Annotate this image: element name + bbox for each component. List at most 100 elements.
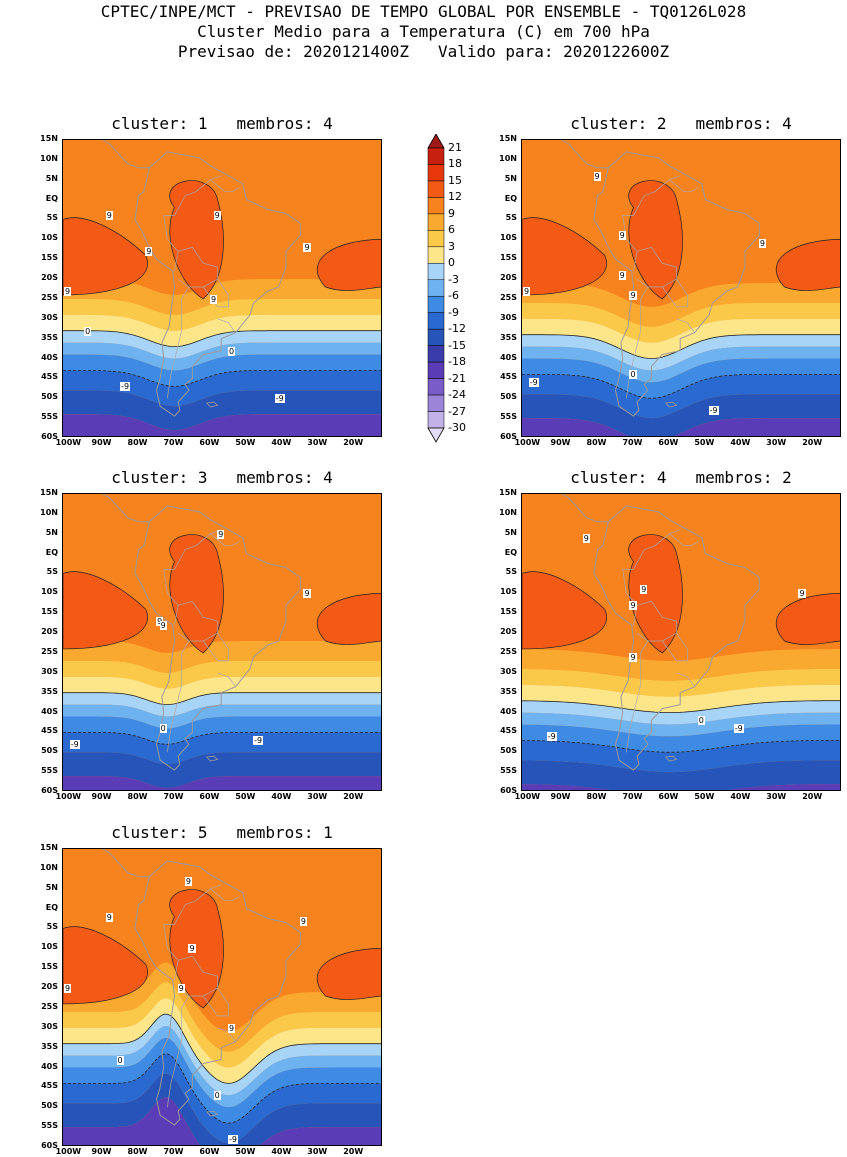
lon-tick-label: 40W <box>271 792 292 801</box>
colorbar-bottom-arrow <box>427 427 445 443</box>
contour-label: 9 <box>582 533 590 543</box>
lon-tick-label: 70W <box>163 438 184 447</box>
lon-tick-label: 30W <box>307 792 328 801</box>
contour-band <box>63 279 381 315</box>
colorbar-label: 6 <box>448 223 455 237</box>
warm-region-east <box>316 948 381 1000</box>
colorbar-swatch <box>427 378 445 396</box>
panel-title-2: cluster: 2 membros: 4 <box>570 114 792 133</box>
lon-tick-label: 50W <box>235 438 256 447</box>
lat-tick-label: 55S <box>41 766 58 776</box>
lon-tick-label: 80W <box>127 792 148 801</box>
lon-tick-label: 80W <box>586 438 607 447</box>
colorbar-label: 21 <box>448 141 462 154</box>
colorbar-label: 18 <box>448 157 462 171</box>
warm-region-west <box>63 217 148 296</box>
country-border <box>163 175 222 272</box>
contour-band <box>522 283 840 327</box>
lat-tick-label: 10S <box>500 587 517 597</box>
contour-band <box>522 684 840 713</box>
contour-label: 9 <box>64 286 72 296</box>
panel-title-1: cluster: 1 membros: 4 <box>111 114 333 133</box>
lat-tick-label: 40S <box>500 352 517 362</box>
temperature-field-1 <box>63 140 381 436</box>
lat-tick-label: 25S <box>500 646 517 656</box>
contour-label: 9 <box>798 589 806 599</box>
lat-tick-label: 40S <box>41 352 58 362</box>
lat-tick-label: 60S <box>41 1141 58 1150</box>
lat-tick-label: 45S <box>41 1081 58 1091</box>
contour-label: 9 <box>629 290 637 300</box>
lat-tick-label: 30S <box>500 312 517 322</box>
colorbar-label: -24 <box>448 388 466 402</box>
lon-tick-label: 70W <box>163 792 184 801</box>
country-border <box>210 533 240 547</box>
colorbar-swatch <box>427 147 445 165</box>
lat-tick-label: 30S <box>41 1021 58 1031</box>
colorbar-swatch <box>427 295 445 313</box>
contour-label: 9 <box>177 984 185 994</box>
contour-band <box>63 414 381 436</box>
lat-tick-label: EQ <box>45 193 58 203</box>
lat-tick-label: 50S <box>41 1101 58 1111</box>
contour-label: 9 <box>618 271 626 281</box>
contour-label: 9 <box>156 617 164 627</box>
colorbar-label: -3 <box>448 272 459 286</box>
contour-label: 0 <box>697 716 705 726</box>
contour-label: 9 <box>217 529 225 539</box>
contour-line-minus9 <box>522 373 840 399</box>
lat-tick-label: 50S <box>500 392 517 402</box>
lat-tick-label: 10S <box>41 587 58 597</box>
contour-label: 9 <box>64 984 72 994</box>
lon-tick-label: 40W <box>730 792 751 801</box>
colorbar-label: -12 <box>448 322 466 336</box>
lat-tick-label: 50S <box>500 746 517 756</box>
lat-tick-label: 35S <box>41 332 58 342</box>
lat-tick-label: 5S <box>46 567 58 577</box>
contour-label: 0 <box>116 1055 124 1065</box>
contour-band <box>522 668 840 697</box>
lat-tick-label: 15N <box>40 488 58 497</box>
lon-tick-label: 20W <box>343 438 364 447</box>
contour-label: 9 <box>227 1023 236 1033</box>
country-border <box>669 533 699 547</box>
colorbar-label: -18 <box>448 355 466 369</box>
colorbar-label: 3 <box>448 239 455 253</box>
country-border <box>177 246 218 288</box>
contour-label: -9 <box>546 732 557 742</box>
lon-tick-label: 90W <box>91 438 112 447</box>
contour-band <box>522 394 840 436</box>
country-border <box>676 672 695 687</box>
lon-tick-label: 80W <box>586 792 607 801</box>
falklands-outline <box>664 755 678 762</box>
lon-tick-label: 80W <box>127 438 148 447</box>
country-border <box>217 318 236 333</box>
lat-tick-label: 55S <box>500 412 517 422</box>
warm-region-west <box>522 217 607 296</box>
coastline <box>134 860 301 1126</box>
falklands-outline <box>205 401 219 408</box>
lat-tick-label: 40S <box>41 1061 58 1071</box>
contour-label: 9 <box>213 211 221 221</box>
temperature-field-5 <box>63 849 381 1145</box>
contour-band <box>63 1014 381 1096</box>
lat-tick-label: 10S <box>41 942 58 952</box>
temperature-field-3 <box>63 494 381 790</box>
lon-tick-label: 20W <box>343 792 364 801</box>
contour-label: -9 <box>708 406 719 416</box>
lat-tick-label: 5S <box>46 213 58 223</box>
lat-tick-label: 15N <box>499 134 517 143</box>
contour-band <box>522 712 840 737</box>
contour-label: 9 <box>105 912 113 922</box>
header-line-2: Cluster Medio para a Temperatura (C) em … <box>197 22 650 41</box>
lat-tick-label: 10S <box>500 233 517 243</box>
lat-tick-label: 30S <box>41 312 58 322</box>
contour-label: -9 <box>528 378 539 388</box>
contour-band <box>522 649 840 681</box>
lon-tick-label: 20W <box>802 792 823 801</box>
lon-tick-label: 30W <box>766 438 787 447</box>
contour-band <box>63 776 381 790</box>
lat-tick-label: 35S <box>500 332 517 342</box>
colorbar-label: 0 <box>448 256 455 270</box>
